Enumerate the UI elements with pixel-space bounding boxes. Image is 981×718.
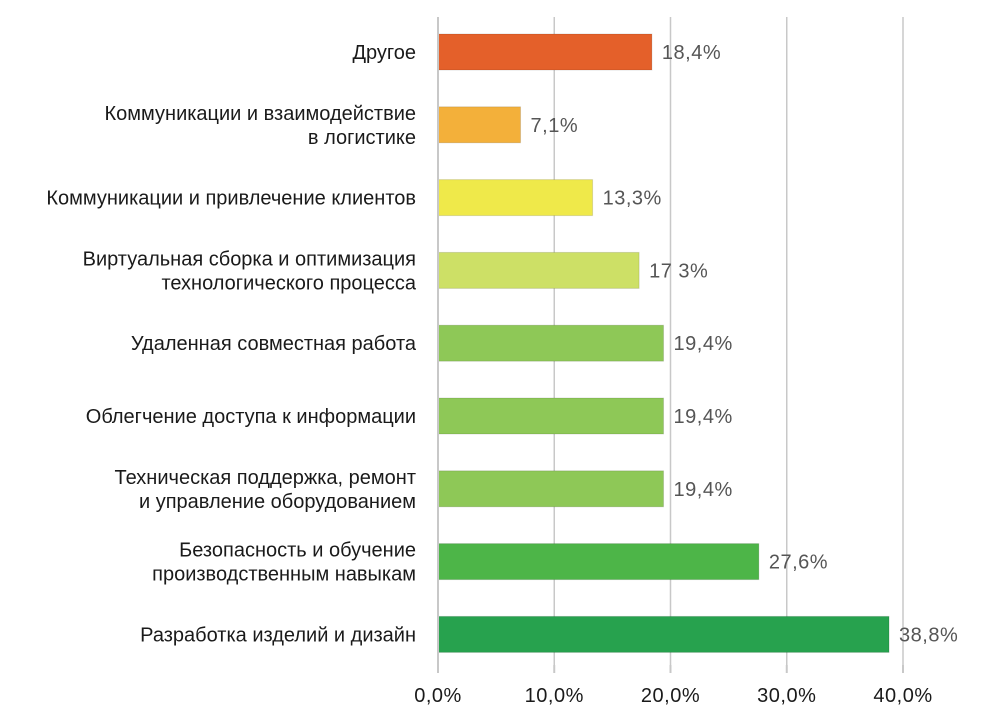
category-label-line: Облегчение доступа к информации [86,406,416,428]
category-label-line: и управление оборудованием [139,491,416,513]
category-label: Безопасность и обучение производственным … [152,540,416,586]
axes [437,17,904,673]
category-label-line: Другое [352,42,416,64]
category-label: Коммуникации и взаимодействие в логистике [105,103,416,149]
category-label-line: Коммуникации и взаимодействие [105,103,416,125]
bar [437,106,522,144]
bar [437,179,594,217]
category-label: Удаленная совместная работа [131,333,417,355]
category-label-line: Безопасность и обучение [179,540,416,562]
x-tick-label: 10,0% [525,685,584,707]
category-label: Облегчение доступа к информации [86,406,416,428]
category-label: Разработка изделий и дизайн [140,624,416,646]
category-label-line: в логистике [308,127,416,149]
bar [437,543,760,581]
value-label: 18,4% [662,42,721,64]
x-tick-label: 40,0% [873,685,932,707]
x-tick-label: 20,0% [641,685,700,707]
bar [437,251,640,289]
value-label: 19,4% [674,333,733,355]
category-label: Виртуальная сборка и оптимизация технолог… [83,248,417,294]
value-label: 7,1% [531,115,579,137]
category-label-line: Виртуальная сборка и оптимизация [83,248,416,270]
value-label: 17 3% [649,260,708,282]
bar [437,33,653,71]
category-label-line: Коммуникации и привлечение клиентов [46,188,416,210]
labels: 0,0% 10,0% 20,0% 30,0% 40,0% 18,4% Другое 7,1% К… [46,42,958,707]
value-label: 19,4% [674,479,733,501]
bar [437,324,665,362]
bars [437,33,890,653]
bar [437,470,665,508]
bar [437,397,665,435]
x-tick-label: 0,0% [414,685,462,707]
category-label-line: Удаленная совместная работа [131,333,417,355]
category-label: Коммуникации и привлечение клиентов [46,188,416,210]
category-label-line: производственным навыкам [152,564,416,586]
value-label: 13,3% [603,188,662,210]
value-label: 38,8% [899,624,958,646]
category-label: Другое [352,42,416,64]
value-label: 27,6% [769,552,828,574]
category-label-line: Техническая поддержка, ремонт [115,467,416,489]
value-label: 19,4% [674,406,733,428]
bar [437,615,890,653]
x-tick-label: 30,0% [757,685,816,707]
category-label-line: технологического процесса [161,272,416,294]
category-label-line: Разработка изделий и дизайн [140,624,416,646]
category-label: Техническая поддержка, ремонт и управлени… [115,467,416,513]
